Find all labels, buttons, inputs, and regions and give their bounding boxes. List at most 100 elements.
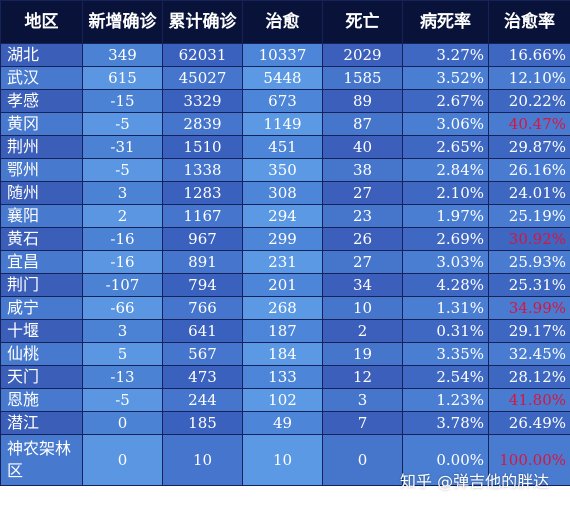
cell-dead: 27: [322, 181, 403, 205]
cell-cured: 673: [242, 89, 323, 113]
table-row: 孝感 -15 3329 673 89 2.67% 20.22%: [0, 89, 570, 113]
cell-cured: 350: [242, 158, 323, 182]
cell-region: 仙桃: [0, 342, 83, 366]
cell-total-confirmed: 1338: [162, 158, 243, 182]
table-row: 咸宁 -66 766 268 10 1.31% 34.99%: [0, 296, 570, 320]
cell-death-rate: 3.06%: [402, 112, 489, 136]
cell-region: 神农架林区: [0, 434, 83, 486]
cell-cure-rate: 12.10%: [488, 66, 570, 90]
header-row: 地区 新增确诊 累计确诊 治愈 死亡 病死率 治愈率: [0, 0, 570, 44]
table-row: 荆门 -107 794 201 34 4.28% 25.31%: [0, 273, 570, 297]
cell-death-rate: 2.10%: [402, 181, 489, 205]
cell-region: 荆门: [0, 273, 83, 297]
cell-total-confirmed: 62031: [162, 43, 243, 67]
cell-cured: 299: [242, 227, 323, 251]
cell-cure-rate: 26.16%: [488, 158, 570, 182]
cell-total-confirmed: 1510: [162, 135, 243, 159]
cell-death-rate: 2.65%: [402, 135, 489, 159]
table-body: 湖北 349 62031 10337 2029 3.27% 16.66% 武汉 615 45027…: [0, 43, 570, 486]
cell-dead: 3: [322, 388, 403, 412]
cell-total-confirmed: 567: [162, 342, 243, 366]
epidemic-table: 地区 新增确诊 累计确诊 治愈 死亡 病死率 治愈率 湖北 349 62031 103…: [0, 0, 570, 486]
table-row: 黄冈 -5 2839 1149 87 3.06% 40.47%: [0, 112, 570, 136]
cell-region: 随州: [0, 181, 83, 205]
cell-cure-rate: 29.17%: [488, 319, 570, 343]
cell-cure-rate: 30.92%: [488, 227, 570, 251]
cell-total-confirmed: 1283: [162, 181, 243, 205]
cell-new-confirmed: 0: [82, 434, 163, 486]
cell-cure-rate: 25.19%: [488, 204, 570, 228]
cell-total-confirmed: 766: [162, 296, 243, 320]
cell-cured: 308: [242, 181, 323, 205]
cell-cure-rate: 20.22%: [488, 89, 570, 113]
cell-dead: 2029: [322, 43, 403, 67]
cell-new-confirmed: -31: [82, 135, 163, 159]
cell-dead: 12: [322, 365, 403, 389]
cell-dead: 89: [322, 89, 403, 113]
table-row: 黄石 -16 967 299 26 2.69% 30.92%: [0, 227, 570, 251]
cell-cure-rate: 29.87%: [488, 135, 570, 159]
cell-total-confirmed: 185: [162, 411, 243, 435]
cell-dead: 87: [322, 112, 403, 136]
cell-cure-rate: 26.49%: [488, 411, 570, 435]
cell-new-confirmed: -5: [82, 388, 163, 412]
header-new-confirmed: 新增确诊: [82, 0, 163, 44]
cell-region: 黄石: [0, 227, 83, 251]
cell-region: 武汉: [0, 66, 83, 90]
header-region: 地区: [0, 0, 83, 44]
cell-region: 黄冈: [0, 112, 83, 136]
cell-total-confirmed: 244: [162, 388, 243, 412]
cell-dead: 7: [322, 411, 403, 435]
table-row: 襄阳 2 1167 294 23 1.97% 25.19%: [0, 204, 570, 228]
cell-death-rate: 3.03%: [402, 250, 489, 274]
cell-new-confirmed: -16: [82, 227, 163, 251]
cell-death-rate: 3.78%: [402, 411, 489, 435]
header-dead: 死亡: [322, 0, 403, 44]
cell-cured: 201: [242, 273, 323, 297]
cell-total-confirmed: 1167: [162, 204, 243, 228]
cell-dead: 34: [322, 273, 403, 297]
cell-region: 宜昌: [0, 250, 83, 274]
cell-death-rate: 2.84%: [402, 158, 489, 182]
cell-dead: 38: [322, 158, 403, 182]
cell-total-confirmed: 473: [162, 365, 243, 389]
watermark-text: 知乎 @弹吉他的胖达: [400, 472, 550, 491]
cell-region: 荆州: [0, 135, 83, 159]
cell-new-confirmed: -15: [82, 89, 163, 113]
table-row: 武汉 615 45027 5448 1585 3.52% 12.10%: [0, 66, 570, 90]
cell-death-rate: 2.54%: [402, 365, 489, 389]
cell-new-confirmed: 3: [82, 319, 163, 343]
cell-total-confirmed: 967: [162, 227, 243, 251]
cell-cured: 133: [242, 365, 323, 389]
cell-dead: 19: [322, 342, 403, 366]
table-row: 潜江 0 185 49 7 3.78% 26.49%: [0, 411, 570, 435]
cell-new-confirmed: 2: [82, 204, 163, 228]
cell-death-rate: 0.00%: [402, 434, 489, 486]
cell-total-confirmed: 641: [162, 319, 243, 343]
cell-new-confirmed: -5: [82, 158, 163, 182]
cell-death-rate: 2.67%: [402, 89, 489, 113]
header-death-rate: 病死率: [402, 0, 489, 44]
cell-death-rate: 1.23%: [402, 388, 489, 412]
cell-death-rate: 0.31%: [402, 319, 489, 343]
cell-cured: 451: [242, 135, 323, 159]
cell-region: 天门: [0, 365, 83, 389]
cell-dead: 26: [322, 227, 403, 251]
cell-dead: 27: [322, 250, 403, 274]
table-row: 仙桃 5 567 184 19 3.35% 32.45%: [0, 342, 570, 366]
cell-total-confirmed: 794: [162, 273, 243, 297]
table-row: 恩施 -5 244 102 3 1.23% 41.80%: [0, 388, 570, 412]
cell-cured: 49: [242, 411, 323, 435]
cell-cure-rate: 28.12%: [488, 365, 570, 389]
cell-region: 孝感: [0, 89, 83, 113]
cell-region: 襄阳: [0, 204, 83, 228]
cell-death-rate: 1.31%: [402, 296, 489, 320]
cell-dead: 1585: [322, 66, 403, 90]
cell-dead: 40: [322, 135, 403, 159]
header-cured: 治愈: [242, 0, 323, 44]
cell-cured: 10: [242, 434, 323, 486]
cell-dead: 0: [322, 434, 403, 486]
cell-cured: 294: [242, 204, 323, 228]
cell-cure-rate: 32.45%: [488, 342, 570, 366]
cell-new-confirmed: -66: [82, 296, 163, 320]
